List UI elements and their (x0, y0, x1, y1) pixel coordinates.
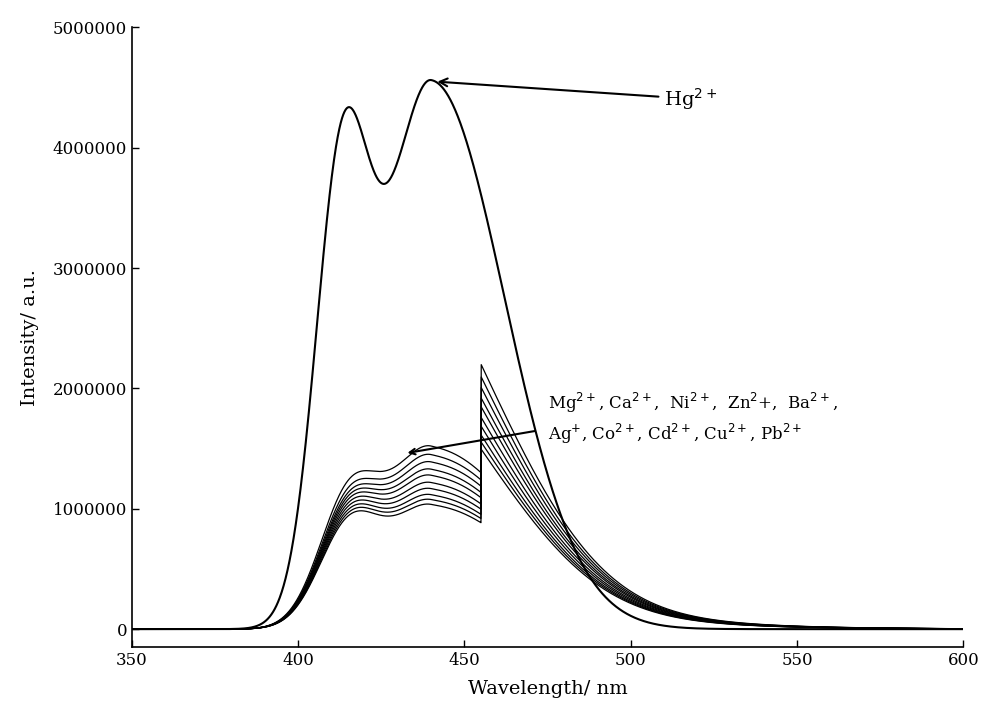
X-axis label: Wavelength/ nm: Wavelength/ nm (468, 680, 628, 698)
Text: Ag$^{+}$, Co$^{2+}$, Cd$^{2+}$, Cu$^{2+}$, Pb$^{2+}$: Ag$^{+}$, Co$^{2+}$, Cd$^{2+}$, Cu$^{2+}… (548, 422, 802, 446)
Text: Mg$^{2+}$, Ca$^{2+}$,  Ni$^{2+}$,  Zn$^{2}$+,  Ba$^{2+}$,: Mg$^{2+}$, Ca$^{2+}$, Ni$^{2+}$, Zn$^{2}… (548, 391, 838, 415)
Text: Hg$^{2+}$: Hg$^{2+}$ (440, 78, 717, 111)
Y-axis label: Intensity/ a.u.: Intensity/ a.u. (21, 269, 39, 406)
